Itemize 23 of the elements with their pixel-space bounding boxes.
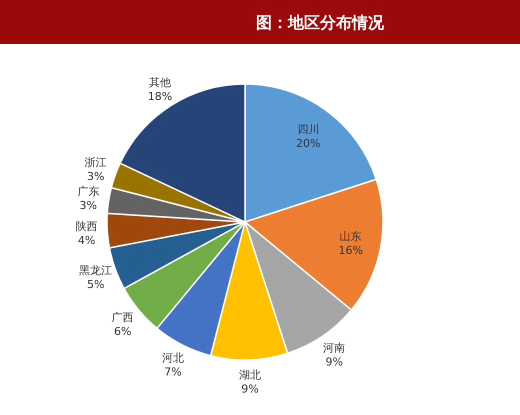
data-label: 4% <box>78 234 96 247</box>
slice-label: 河南 <box>323 341 346 354</box>
data-label: 16% <box>338 244 363 258</box>
slice-label: 河北 <box>162 351 184 364</box>
data-label: 3% <box>86 170 104 184</box>
data-label: 9% <box>241 382 259 396</box>
slice-label: 黑龙江 <box>79 264 112 277</box>
slice-label: 浙江 <box>84 156 107 170</box>
data-label: 20% <box>296 136 320 150</box>
slice-label: 其他 <box>148 76 171 90</box>
data-label: 5% <box>86 278 104 291</box>
data-label: 18% <box>148 90 172 104</box>
data-label: 3% <box>80 199 97 212</box>
data-label: 6% <box>114 325 132 338</box>
chart-title: 图：地区分布情况 <box>256 13 385 32</box>
slice-label: 广东 <box>77 185 100 198</box>
slice-label: 陕西 <box>76 220 98 233</box>
slice-label: 湖北 <box>238 368 261 382</box>
slice-label: 山东 <box>340 230 362 244</box>
slice-label: 广西 <box>112 311 134 324</box>
data-label: 9% <box>325 355 343 368</box>
slice-label: 四川 <box>297 122 320 136</box>
data-label: 7% <box>164 365 182 378</box>
